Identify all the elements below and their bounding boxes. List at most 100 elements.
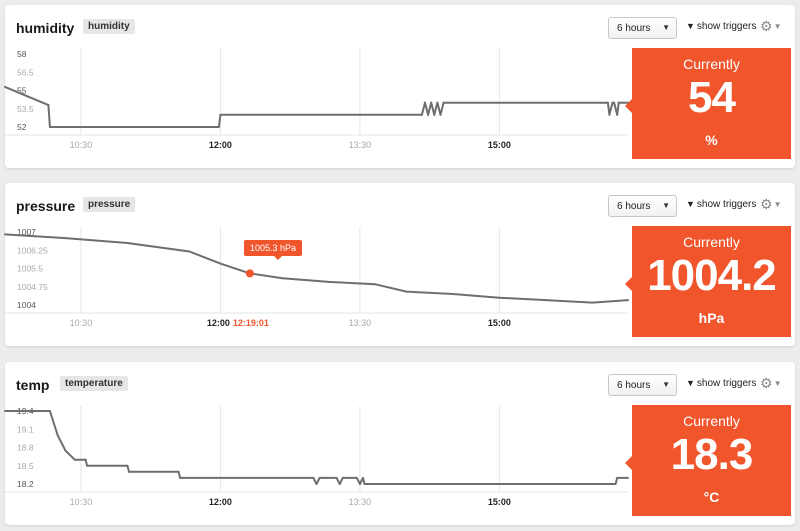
data-point [498,483,501,485]
x-tick-label: 15:00 [488,318,511,328]
series-line [4,233,629,304]
data-point [591,301,594,304]
pressure-chart[interactable]: 10:30 12:00 13:30 15:00 12:19:01 1007 1006.25 1… [4,183,630,346]
data-point [442,101,445,104]
data-point [617,101,620,104]
gear-icon: ⚙ [760,18,773,34]
data-point [217,126,220,128]
time-range-value: 6 hours [617,201,651,212]
data-point [433,113,436,116]
data-point [341,476,344,479]
data-point [4,233,6,236]
data-point [56,434,59,437]
temp-panel: temp temperature 6 hours ▼ ▼ show triggers… [4,362,795,525]
y-tick-label: 1005.5 [17,264,43,274]
data-point [498,296,501,299]
data-point [616,113,619,116]
time-range-select[interactable]: 6 hours ▼ [608,374,677,396]
data-point [315,483,318,485]
data-point [620,101,623,104]
time-range-value: 6 hours [617,23,651,34]
series-line [4,85,628,128]
panel-tag: humidity [83,19,135,34]
data-point [318,476,321,479]
data-point [614,483,617,485]
data-point [4,85,6,88]
settings-button[interactable]: ⚙▼ [760,196,781,213]
x-tick-label: 12:00 [209,497,232,507]
settings-button[interactable]: ⚙▼ [760,375,781,392]
show-triggers-label: show triggers [696,378,757,389]
current-reading: Currently 1004.2 hPa [625,226,791,337]
settings-button[interactable]: ⚙▼ [760,18,781,35]
panel-tag: pressure [83,197,136,212]
panel-title: pressure [16,198,76,214]
humidity-panel: humidity humidity 6 hours ▼ ▼ show trigger… [4,5,795,168]
chevron-down-icon: ▼ [773,200,782,209]
x-tick-label: 15:00 [488,497,511,507]
y-tick-label: 56.5 [17,67,34,77]
data-point [327,280,330,283]
data-point [312,476,315,479]
show-triggers-button[interactable]: ▼ show triggers [686,21,756,32]
chevron-down-icon: ▼ [662,23,670,32]
panel-title: temp [16,377,50,393]
panel-title: humidity [16,20,75,36]
panel-tag: temperature [60,376,128,391]
y-tick-label: 1007 [17,227,36,237]
data-point [405,290,408,293]
x-tick-label: 10:30 [70,318,93,328]
data-point [179,476,182,479]
current-reading: Currently 18.3 °C [625,405,791,516]
current-label: Currently [683,234,740,250]
x-tick-label: 13:30 [349,318,372,328]
triangle-down-icon: ▼ [686,199,695,209]
y-tick-label: 53.5 [17,104,34,114]
data-point [73,458,76,461]
x-tick-label: 10:30 [70,497,93,507]
data-point [86,464,89,467]
gear-icon: ⚙ [760,375,773,391]
data-point [48,410,51,412]
y-tick-label: 58 [17,49,27,59]
data-point [627,299,629,302]
show-triggers-button[interactable]: ▼ show triggers [686,378,756,389]
humidity-chart[interactable]: 10:30 12:00 13:30 15:00 58 56.5 55 53.5 52 [4,5,630,168]
y-tick-label: 1004.75 [17,282,48,292]
time-range-select[interactable]: 6 hours ▼ [608,195,677,217]
data-point [320,476,323,479]
time-range-select[interactable]: 6 hours ▼ [608,17,677,39]
y-tick-label: 19.1 [17,424,34,434]
data-point [188,250,191,253]
data-point [374,283,377,286]
data-point [544,299,547,302]
data-point [48,126,51,128]
data-point [355,476,358,479]
x-tick-label: 15:00 [488,140,511,150]
data-point [281,277,284,280]
data-point [219,113,222,116]
chevron-down-icon: ▼ [773,22,782,31]
triangle-down-icon: ▼ [686,21,695,31]
current-label: Currently [683,56,740,72]
current-reading: Currently 54 % [625,48,791,159]
data-point [64,237,67,240]
current-value: 54 [688,73,736,122]
gear-icon: ⚙ [760,196,773,212]
data-point [427,113,430,116]
data-point [47,104,50,107]
data-point [405,483,408,485]
data-point [67,452,70,455]
data-point [338,483,341,485]
current-value: 1004.2 [647,251,777,300]
show-triggers-button[interactable]: ▼ show triggers [686,199,756,210]
chevron-down-icon: ▼ [662,201,670,210]
y-tick-label: 52 [17,122,27,132]
series-line [5,410,628,485]
data-point [126,464,129,467]
current-unit: °C [703,489,720,505]
current-unit: hPa [698,310,725,326]
data-point [358,483,361,485]
x-tick-label: 12:00 [207,318,230,328]
